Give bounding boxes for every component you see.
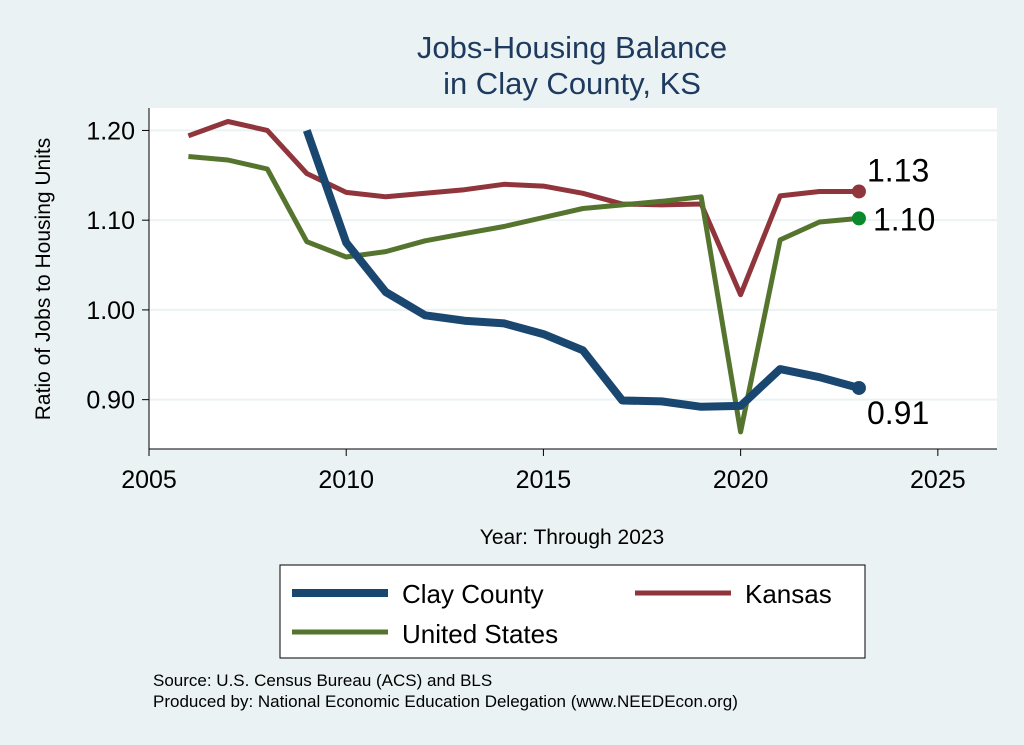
series-line-clay-county — [303, 129, 861, 411]
y-tick-label: 1.10 — [86, 207, 135, 235]
end-label-clay-county: 0.91 — [867, 395, 929, 431]
chart-title-line-1: Jobs-Housing Balance — [417, 30, 727, 65]
y-tick-label: 1.00 — [86, 297, 135, 325]
y-axis-title: Ratio of Jobs to Housing Units — [32, 138, 55, 420]
end-label-united-states: 1.10 — [873, 201, 935, 237]
producer-note: Produced by: National Economic Education… — [153, 692, 738, 711]
end-marker-clay-county — [851, 380, 866, 395]
series-layer: 1.13 1.10 0.91 — [187, 119, 935, 435]
x-tick-label: 2010 — [318, 466, 374, 494]
y-axis-ticks: 0.90 1.00 1.10 1.20 — [86, 117, 149, 415]
legend-label-clay-county: Clay County — [402, 579, 544, 609]
x-axis-ticks: 2005 2010 2015 2020 2025 — [121, 449, 966, 494]
end-marker-kansas — [851, 184, 866, 199]
end-label-kansas: 1.13 — [867, 152, 929, 188]
x-axis-title: Year: Through 2023 — [480, 526, 665, 549]
y-tick-label: 1.20 — [86, 117, 135, 145]
x-tick-label: 2005 — [121, 466, 177, 494]
x-tick-label: 2015 — [516, 466, 572, 494]
y-tick-label: 0.90 — [86, 387, 135, 415]
x-tick-label: 2020 — [713, 466, 769, 494]
legend-label-kansas: Kansas — [745, 579, 832, 609]
end-marker-united-states — [851, 211, 866, 226]
source-note: Source: U.S. Census Bureau (ACS) and BLS — [153, 671, 493, 690]
chart-title-line-2: in Clay County, KS — [443, 66, 701, 101]
legend-label-united-states: United States — [402, 619, 558, 649]
series-line-kansas — [187, 119, 859, 298]
legend-box — [279, 564, 866, 659]
x-tick-label: 2025 — [910, 466, 966, 494]
